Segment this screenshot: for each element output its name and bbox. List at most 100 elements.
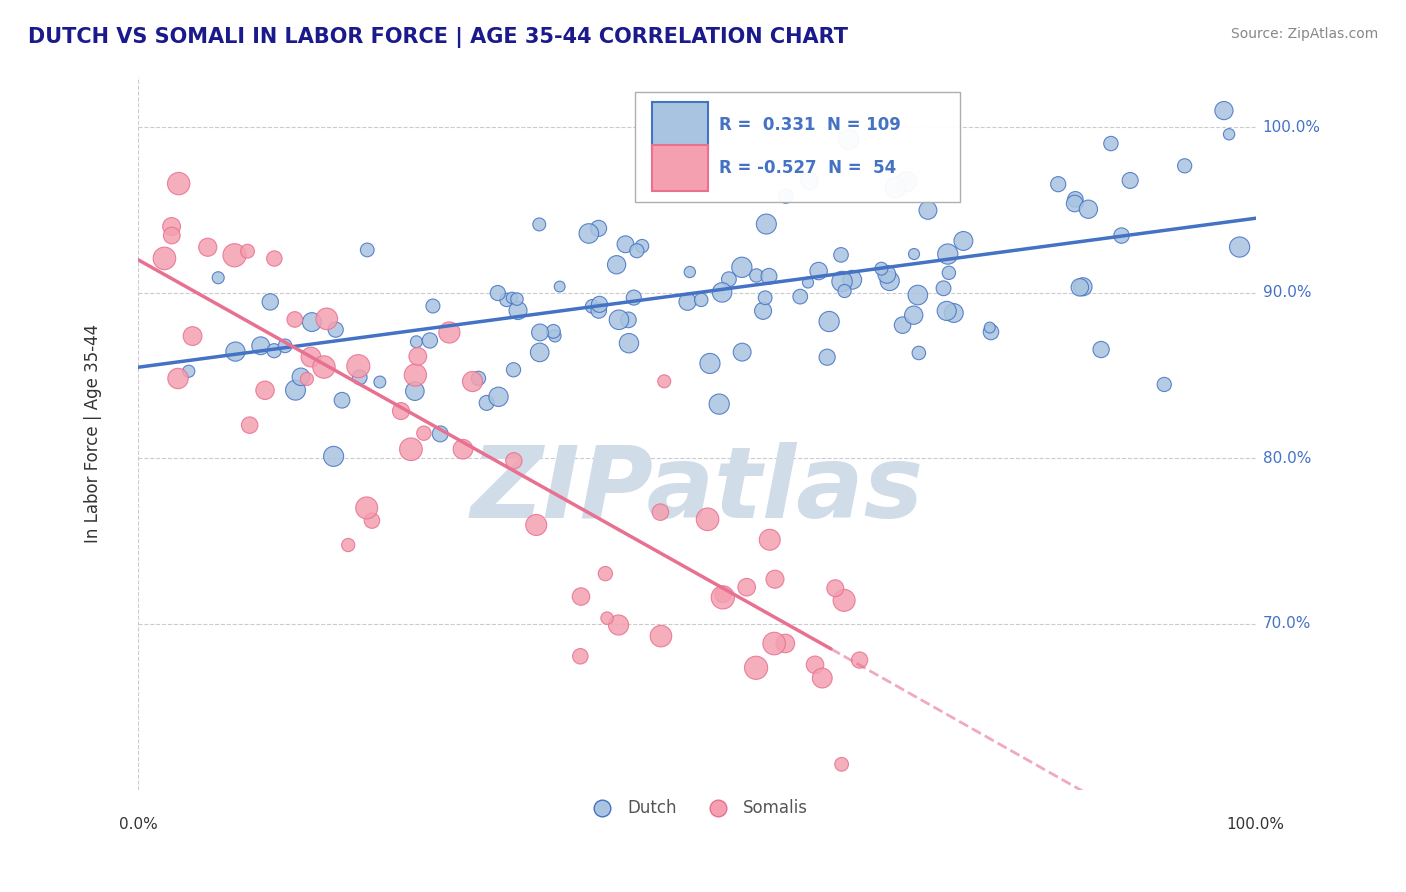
Point (236, 244, 259, 259)
Point (807, 264, 830, 278)
Point (1090, 343, 1112, 357)
Point (529, 326, 551, 340)
Point (439, 326, 461, 340)
Point (1099, 136, 1122, 151)
Point (903, 308, 925, 322)
Point (356, 243, 378, 257)
Point (932, 281, 955, 295)
Point (295, 372, 318, 386)
Point (486, 285, 509, 300)
Point (891, 318, 914, 332)
Point (831, 275, 853, 289)
Point (676, 294, 699, 309)
Point (347, 359, 370, 373)
Point (626, 244, 648, 258)
Point (623, 291, 645, 305)
Point (903, 247, 925, 261)
Point (325, 323, 347, 337)
Point (529, 345, 551, 359)
Point (239, 418, 262, 433)
Point (815, 350, 838, 364)
Point (879, 274, 901, 288)
Point (263, 252, 285, 266)
Point (1069, 280, 1091, 294)
Legend: Dutch, Somalis: Dutch, Somalis (579, 793, 815, 824)
Point (908, 346, 931, 360)
Point (581, 299, 603, 313)
Point (167, 371, 190, 385)
Point (253, 384, 276, 398)
Point (1218, 128, 1240, 142)
Point (938, 266, 960, 280)
Point (160, 228, 183, 243)
Point (404, 384, 426, 399)
Point (804, 657, 827, 672)
Text: In Labor Force | Age 35-44: In Labor Force | Age 35-44 (84, 324, 103, 543)
Point (197, 240, 219, 254)
Point (775, 636, 797, 650)
Point (711, 285, 734, 300)
Point (907, 288, 929, 302)
Text: ZIPatlas: ZIPatlas (470, 442, 924, 539)
Text: Source: ZipAtlas.com: Source: ZipAtlas.com (1230, 27, 1378, 41)
Point (607, 618, 630, 632)
Point (405, 334, 427, 349)
Point (284, 383, 307, 397)
Point (467, 371, 489, 385)
Point (290, 369, 312, 384)
Point (488, 390, 510, 404)
Point (1213, 103, 1236, 118)
Point (831, 757, 853, 772)
Point (259, 294, 281, 309)
Point (775, 189, 797, 203)
Point (758, 533, 780, 547)
Point (650, 505, 672, 519)
Point (607, 312, 630, 326)
Text: R = -0.527  N =  54: R = -0.527 N = 54 (720, 159, 897, 177)
Point (322, 450, 344, 464)
Point (942, 306, 965, 320)
Point (315, 311, 337, 326)
Point (596, 611, 619, 625)
Point (1047, 177, 1070, 191)
Point (884, 180, 907, 194)
Point (330, 393, 353, 408)
Point (631, 239, 654, 253)
Point (917, 203, 939, 218)
Point (207, 270, 229, 285)
FancyBboxPatch shape (652, 145, 709, 192)
Text: 100.0%: 100.0% (1227, 817, 1285, 832)
Point (717, 272, 740, 286)
Point (506, 303, 529, 318)
Point (696, 512, 718, 526)
Point (495, 293, 517, 307)
Text: 90.0%: 90.0% (1263, 285, 1312, 301)
Point (349, 370, 371, 384)
Point (284, 312, 307, 326)
Point (711, 588, 734, 602)
Point (1153, 377, 1175, 392)
Point (617, 313, 640, 327)
Point (502, 363, 524, 377)
Point (699, 356, 721, 370)
Point (361, 514, 384, 528)
Point (606, 258, 628, 272)
Point (301, 315, 323, 329)
Point (389, 404, 412, 418)
Point (832, 593, 855, 607)
Point (524, 518, 547, 533)
Point (429, 426, 451, 441)
Text: 70.0%: 70.0% (1263, 616, 1310, 632)
Point (544, 329, 567, 343)
Point (936, 247, 959, 261)
Point (595, 566, 617, 581)
Point (543, 325, 565, 339)
Text: DUTCH VS SOMALI IN LABOR FORCE | AGE 35-44 CORRELATION CHART: DUTCH VS SOMALI IN LABOR FORCE | AGE 35-… (28, 27, 848, 48)
FancyBboxPatch shape (652, 103, 709, 149)
Point (274, 339, 297, 353)
Point (789, 290, 811, 304)
Point (979, 320, 1001, 334)
Point (419, 334, 441, 348)
Point (1119, 173, 1142, 187)
Point (752, 304, 775, 318)
